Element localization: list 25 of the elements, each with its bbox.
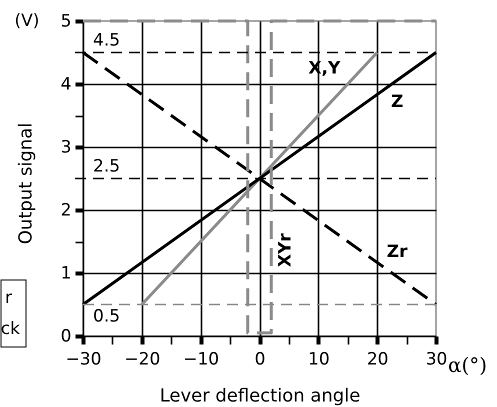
- ref-line-label: 2.5: [93, 156, 120, 176]
- text: α(°): [448, 353, 488, 377]
- x-tick-label: −10: [183, 350, 220, 370]
- x-tick-label: −20: [124, 350, 160, 370]
- y-tick-label: 0: [60, 326, 72, 346]
- text: ck: [0, 319, 20, 339]
- y-axis-title: Output signal: [16, 122, 36, 244]
- x-tick-label: 20: [366, 350, 388, 370]
- x-tick-label: −30: [66, 350, 102, 370]
- ref-line-label: 4.5: [93, 30, 120, 50]
- x-tick-label: 10: [308, 350, 330, 370]
- text: (V): [14, 11, 40, 31]
- y-tick-label: 5: [60, 12, 72, 32]
- text: r: [5, 288, 12, 308]
- ref-line-label: 0.5: [93, 306, 120, 326]
- y-tick-label: 2: [60, 200, 72, 220]
- series-label: Zr: [386, 242, 408, 262]
- y-tick-label: 4: [60, 74, 72, 94]
- x-axis-title: Lever deflection angle: [160, 386, 360, 406]
- x-tick-label: 30: [426, 350, 448, 370]
- text: XYr: [275, 232, 296, 268]
- y-tick-label: 3: [60, 138, 72, 158]
- y-tick-label: 1: [60, 264, 72, 284]
- x-tick-label: 0: [254, 350, 266, 370]
- series-label: Z: [391, 92, 404, 112]
